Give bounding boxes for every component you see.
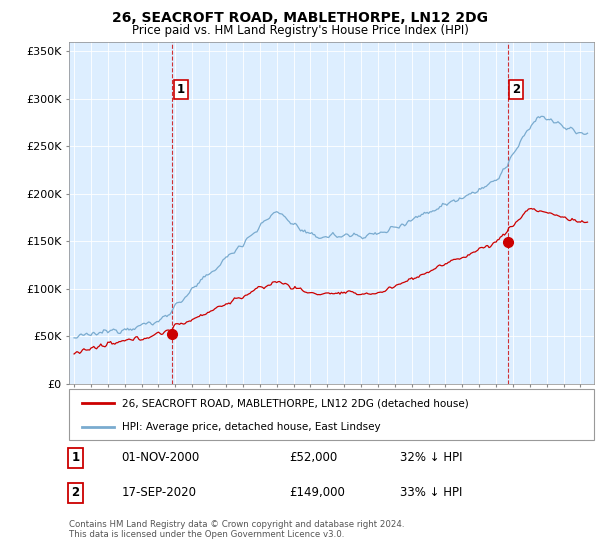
Text: 2: 2 [512, 83, 520, 96]
Text: 26, SEACROFT ROAD, MABLETHORPE, LN12 2DG (detached house): 26, SEACROFT ROAD, MABLETHORPE, LN12 2DG… [121, 398, 468, 408]
Text: Contains HM Land Registry data © Crown copyright and database right 2024.
This d: Contains HM Land Registry data © Crown c… [69, 520, 404, 539]
Text: £149,000: £149,000 [290, 486, 346, 500]
Text: Price paid vs. HM Land Registry's House Price Index (HPI): Price paid vs. HM Land Registry's House … [131, 24, 469, 36]
Text: 33% ↓ HPI: 33% ↓ HPI [400, 486, 462, 500]
Text: 17-SEP-2020: 17-SEP-2020 [121, 486, 197, 500]
FancyBboxPatch shape [69, 389, 594, 440]
Text: 1: 1 [177, 83, 185, 96]
Text: HPI: Average price, detached house, East Lindsey: HPI: Average price, detached house, East… [121, 422, 380, 432]
Text: 1: 1 [71, 451, 79, 464]
Text: £52,000: £52,000 [290, 451, 338, 464]
Text: 01-NOV-2000: 01-NOV-2000 [121, 451, 200, 464]
Text: 32% ↓ HPI: 32% ↓ HPI [400, 451, 462, 464]
Text: 2: 2 [71, 486, 79, 500]
Text: 26, SEACROFT ROAD, MABLETHORPE, LN12 2DG: 26, SEACROFT ROAD, MABLETHORPE, LN12 2DG [112, 11, 488, 25]
